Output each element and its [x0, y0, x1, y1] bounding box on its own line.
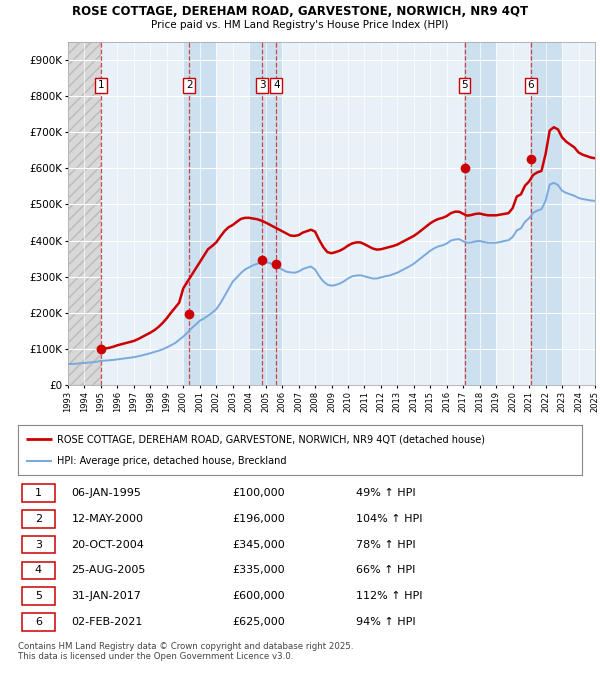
Text: 6: 6	[527, 80, 534, 90]
Text: 12-MAY-2000: 12-MAY-2000	[71, 514, 143, 524]
FancyBboxPatch shape	[22, 613, 55, 631]
Text: £625,000: £625,000	[232, 617, 285, 627]
Text: 06-JAN-1995: 06-JAN-1995	[71, 488, 142, 498]
Text: 66% ↑ HPI: 66% ↑ HPI	[356, 565, 416, 575]
Text: £100,000: £100,000	[232, 488, 285, 498]
Text: £196,000: £196,000	[232, 514, 285, 524]
Bar	[68, 42, 101, 385]
Text: 6: 6	[35, 617, 42, 627]
Text: 31-JAN-2017: 31-JAN-2017	[71, 591, 142, 601]
Text: Price paid vs. HM Land Registry's House Price Index (HPI): Price paid vs. HM Land Registry's House …	[151, 20, 449, 30]
Text: 112% ↑ HPI: 112% ↑ HPI	[356, 591, 423, 601]
Text: 3: 3	[259, 80, 266, 90]
Text: 78% ↑ HPI: 78% ↑ HPI	[356, 540, 416, 549]
Text: 20-OCT-2004: 20-OCT-2004	[71, 540, 145, 549]
Text: 4: 4	[273, 80, 280, 90]
Bar	[249, 42, 282, 385]
Text: 25-AUG-2005: 25-AUG-2005	[71, 565, 146, 575]
Text: £335,000: £335,000	[232, 565, 285, 575]
Text: 104% ↑ HPI: 104% ↑ HPI	[356, 514, 423, 524]
Text: 5: 5	[35, 591, 42, 601]
Text: 1: 1	[98, 80, 104, 90]
FancyBboxPatch shape	[22, 536, 55, 554]
Text: 1: 1	[35, 488, 42, 498]
Text: ROSE COTTAGE, DEREHAM ROAD, GARVESTONE, NORWICH, NR9 4QT (detached house): ROSE COTTAGE, DEREHAM ROAD, GARVESTONE, …	[58, 434, 485, 444]
Bar	[68, 42, 101, 385]
Text: £345,000: £345,000	[232, 540, 285, 549]
FancyBboxPatch shape	[22, 562, 55, 579]
FancyBboxPatch shape	[22, 510, 55, 528]
FancyBboxPatch shape	[22, 588, 55, 605]
Text: Contains HM Land Registry data © Crown copyright and database right 2025.
This d: Contains HM Land Registry data © Crown c…	[18, 642, 353, 662]
Bar	[183, 42, 216, 385]
Text: 49% ↑ HPI: 49% ↑ HPI	[356, 488, 416, 498]
Text: 94% ↑ HPI: 94% ↑ HPI	[356, 617, 416, 627]
Text: 3: 3	[35, 540, 42, 549]
Text: 2: 2	[186, 80, 193, 90]
Bar	[529, 42, 562, 385]
Text: HPI: Average price, detached house, Breckland: HPI: Average price, detached house, Brec…	[58, 456, 287, 466]
Text: 4: 4	[35, 565, 42, 575]
Text: 02-FEB-2021: 02-FEB-2021	[71, 617, 143, 627]
Text: 5: 5	[461, 80, 468, 90]
Text: 2: 2	[35, 514, 42, 524]
Bar	[463, 42, 496, 385]
Text: ROSE COTTAGE, DEREHAM ROAD, GARVESTONE, NORWICH, NR9 4QT: ROSE COTTAGE, DEREHAM ROAD, GARVESTONE, …	[72, 5, 528, 18]
Text: £600,000: £600,000	[232, 591, 285, 601]
FancyBboxPatch shape	[22, 484, 55, 502]
